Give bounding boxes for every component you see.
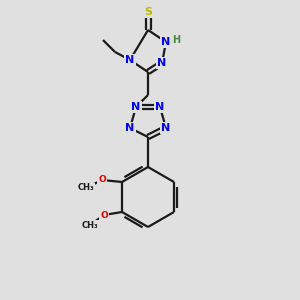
Text: H: H [172, 35, 180, 45]
Text: O: O [98, 176, 106, 184]
Text: O: O [100, 211, 108, 220]
Text: N: N [131, 102, 141, 112]
Text: N: N [161, 123, 171, 133]
Text: N: N [125, 123, 135, 133]
Text: N: N [155, 102, 165, 112]
Text: N: N [161, 37, 171, 47]
Text: N: N [158, 58, 166, 68]
Text: CH₃: CH₃ [82, 220, 98, 230]
Text: CH₃: CH₃ [78, 184, 94, 193]
Text: N: N [125, 55, 135, 65]
Text: S: S [144, 7, 152, 17]
